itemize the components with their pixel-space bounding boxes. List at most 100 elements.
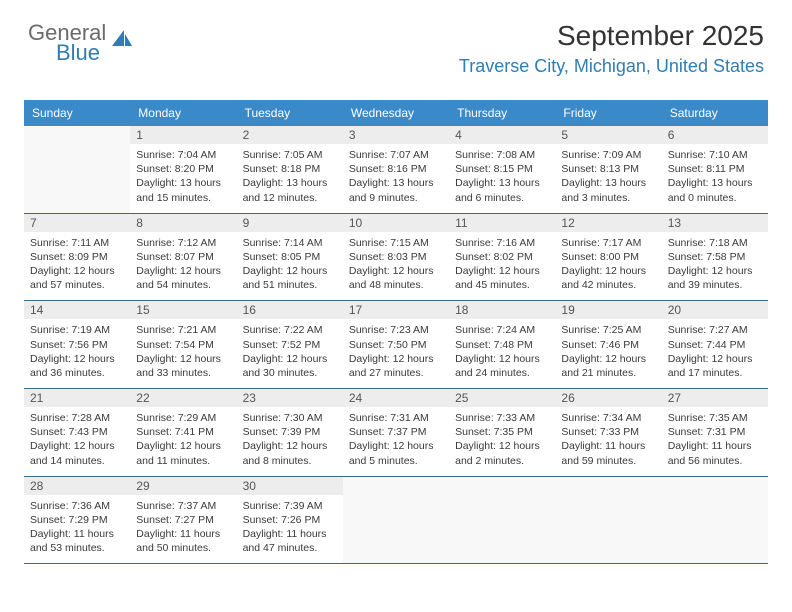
day-info: Sunrise: 7:33 AMSunset: 7:35 PMDaylight:… <box>455 411 549 468</box>
sunset-line: Sunset: 7:41 PM <box>136 425 230 439</box>
daylight-line: Daylight: 11 hours and 56 minutes. <box>668 439 762 467</box>
calendar-cell: 10Sunrise: 7:15 AMSunset: 8:03 PMDayligh… <box>343 214 449 301</box>
sunset-line: Sunset: 7:54 PM <box>136 338 230 352</box>
day-info: Sunrise: 7:16 AMSunset: 8:02 PMDaylight:… <box>455 236 549 293</box>
day-number: 16 <box>237 301 343 319</box>
sunset-line: Sunset: 7:56 PM <box>30 338 124 352</box>
day-info: Sunrise: 7:35 AMSunset: 7:31 PMDaylight:… <box>668 411 762 468</box>
calendar-cell: 3Sunrise: 7:07 AMSunset: 8:16 PMDaylight… <box>343 126 449 213</box>
sunset-line: Sunset: 7:39 PM <box>243 425 337 439</box>
calendar-cell: 8 Sunrise: 7:12 AMSunset: 8:07 PMDaylight… <box>130 214 236 301</box>
sunrise-line: Sunrise: 7:08 AM <box>455 148 549 162</box>
sunset-line: Sunset: 7:33 PM <box>561 425 655 439</box>
daylight-line: Daylight: 11 hours and 59 minutes. <box>561 439 655 467</box>
daylight-line: Daylight: 12 hours and 8 minutes. <box>243 439 337 467</box>
daylight-line: Daylight: 12 hours and 57 minutes. <box>30 264 124 292</box>
calendar-header-cell: Thursday <box>449 100 555 126</box>
calendar-cell: 16Sunrise: 7:22 AMSunset: 7:52 PMDayligh… <box>237 301 343 388</box>
sunset-line: Sunset: 8:15 PM <box>455 162 549 176</box>
sunrise-line: Sunrise: 7:17 AM <box>561 236 655 250</box>
day-info: Sunrise: 7:12 AMSunset: 8:07 PMDaylight:… <box>136 236 230 293</box>
day-number: 8 <box>130 214 236 232</box>
day-number: 23 <box>237 389 343 407</box>
sunrise-line: Sunrise: 7:31 AM <box>349 411 443 425</box>
daylight-line: Daylight: 12 hours and 21 minutes. <box>561 352 655 380</box>
day-number: 1 <box>130 126 236 144</box>
day-info: Sunrise: 7:30 AMSunset: 7:39 PMDaylight:… <box>243 411 337 468</box>
day-number: 18 <box>449 301 555 319</box>
calendar-cell: 11 Sunrise: 7:16 AMSunset: 8:02 PMDayligh… <box>449 214 555 301</box>
sunrise-line: Sunrise: 7:18 AM <box>668 236 762 250</box>
day-number: 11 <box>449 214 555 232</box>
day-info: Sunrise: 7:07 AMSunset: 8:16 PMDaylight:… <box>349 148 443 205</box>
sunrise-line: Sunrise: 7:12 AM <box>136 236 230 250</box>
calendar-cell: 2Sunrise: 7:05 AMSunset: 8:18 PMDaylight… <box>237 126 343 213</box>
day-number: 13 <box>662 214 768 232</box>
sunset-line: Sunset: 8:20 PM <box>136 162 230 176</box>
sunrise-line: Sunrise: 7:27 AM <box>668 323 762 337</box>
day-info: Sunrise: 7:36 AMSunset: 7:29 PMDaylight:… <box>30 499 124 556</box>
daylight-line: Daylight: 12 hours and 39 minutes. <box>668 264 762 292</box>
calendar-cell: 23 Sunrise: 7:30 AMSunset: 7:39 PMDayligh… <box>237 389 343 476</box>
day-info: Sunrise: 7:28 AMSunset: 7:43 PMDaylight:… <box>30 411 124 468</box>
day-number: 15 <box>130 301 236 319</box>
daylight-line: Daylight: 12 hours and 51 minutes. <box>243 264 337 292</box>
location-text: Traverse City, Michigan, United States <box>459 56 764 77</box>
calendar-cell: 17 Sunrise: 7:23 AMSunset: 7:50 PMDayligh… <box>343 301 449 388</box>
calendar-cell <box>662 477 768 564</box>
day-number: 21 <box>24 389 130 407</box>
day-number: 9 <box>237 214 343 232</box>
calendar-header-cell: Saturday <box>662 100 768 126</box>
sunrise-line: Sunrise: 7:11 AM <box>30 236 124 250</box>
sunrise-line: Sunrise: 7:14 AM <box>243 236 337 250</box>
day-info: Sunrise: 7:25 AMSunset: 7:46 PMDaylight:… <box>561 323 655 380</box>
sunrise-line: Sunrise: 7:16 AM <box>455 236 549 250</box>
calendar-cell: 24Sunrise: 7:31 AMSunset: 7:37 PMDayligh… <box>343 389 449 476</box>
sunrise-line: Sunrise: 7:07 AM <box>349 148 443 162</box>
sail-icon <box>110 28 134 53</box>
day-info: Sunrise: 7:23 AMSunset: 7:50 PMDaylight:… <box>349 323 443 380</box>
sunset-line: Sunset: 7:50 PM <box>349 338 443 352</box>
day-number: 17 <box>343 301 449 319</box>
calendar-body: 1 Sunrise: 7:04 AMSunset: 8:20 PM Daylight… <box>24 126 768 564</box>
day-info: Sunrise: 7:34 AMSunset: 7:33 PMDaylight:… <box>561 411 655 468</box>
calendar-header-cell: Sunday <box>24 100 130 126</box>
calendar-row: 1Sunrise: 7:04 AMSunset: 8:20 PMDaylight… <box>24 126 768 214</box>
day-number: 5 <box>555 126 661 144</box>
day-number: 20 <box>662 301 768 319</box>
calendar-cell: 18Sunrise: 7:24 AMSunset: 7:48 PMDayligh… <box>449 301 555 388</box>
sunrise-line: Sunrise: 7:15 AM <box>349 236 443 250</box>
sunrise-line: Sunrise: 7:39 AM <box>243 499 337 513</box>
sunset-line: Sunset: 8:11 PM <box>668 162 762 176</box>
daylight-line: Daylight: 12 hours and 2 minutes. <box>455 439 549 467</box>
calendar-header-cell: Tuesday <box>237 100 343 126</box>
daylight-line: Daylight: 12 hours and 36 minutes. <box>30 352 124 380</box>
calendar-cell: 14Sunrise: 7:19 AMSunset: 7:56 PMDayligh… <box>24 301 130 388</box>
day-info: Sunrise: 7:14 AMSunset: 8:05 PMDaylight:… <box>243 236 337 293</box>
sunrise-line: Sunrise: 7:25 AM <box>561 323 655 337</box>
day-info: Sunrise: 7:29 AMSunset: 7:41 PMDaylight:… <box>136 411 230 468</box>
day-number: 7 <box>24 214 130 232</box>
sunrise-line: Sunrise: 7:37 AM <box>136 499 230 513</box>
day-info: Sunrise: 7:31 AMSunset: 7:37 PMDaylight:… <box>349 411 443 468</box>
header: September 2025 Traverse City, Michigan, … <box>459 20 764 77</box>
sunset-line: Sunset: 8:13 PM <box>561 162 655 176</box>
daylight-line: Daylight: 11 hours and 50 minutes. <box>136 527 230 555</box>
calendar-cell: 6Sunrise: 7:10 AMSunset: 8:11 PMDaylight… <box>662 126 768 213</box>
day-info: Sunrise: 7:21 AMSunset: 7:54 PMDaylight:… <box>136 323 230 380</box>
sunrise-line: Sunrise: 7:22 AM <box>243 323 337 337</box>
sunrise-line: Sunrise: 7:09 AM <box>561 148 655 162</box>
sunset-line: Sunset: 7:27 PM <box>136 513 230 527</box>
day-number: 14 <box>24 301 130 319</box>
sunrise-line: Sunrise: 7:23 AM <box>349 323 443 337</box>
daylight-line: Daylight: 12 hours and 24 minutes. <box>455 352 549 380</box>
sunrise-line: Sunrise: 7:33 AM <box>455 411 549 425</box>
daylight-line: Daylight: 12 hours and 27 minutes. <box>349 352 443 380</box>
calendar-row: 28Sunrise: 7:36 AMSunset: 7:29 PMDayligh… <box>24 477 768 565</box>
calendar-row: 7Sunrise: 7:11 AMSunset: 8:09 PMDaylight… <box>24 214 768 302</box>
logo-text-2: Blue <box>56 42 106 64</box>
sunset-line: Sunset: 8:05 PM <box>243 250 337 264</box>
sunrise-line: Sunrise: 7:04 AM <box>136 148 230 162</box>
sunrise-line: Sunrise: 7:34 AM <box>561 411 655 425</box>
daylight-line: Daylight: 11 hours and 53 minutes. <box>30 527 124 555</box>
